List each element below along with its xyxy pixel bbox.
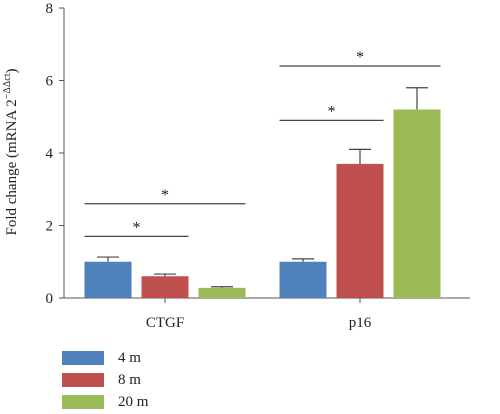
legend-label: 20 m <box>118 393 149 410</box>
y-axis-label: Fold change (mRNA 2−ΔΔct) <box>2 69 20 236</box>
bar <box>336 163 384 298</box>
legend-item: 8 m <box>62 369 148 391</box>
bar <box>141 276 189 298</box>
bars <box>84 87 441 298</box>
axes: 0 2 4 6 8 CTGF p16 <box>46 1 470 331</box>
x-tick-label: p16 <box>349 315 372 331</box>
legend-label: 8 m <box>118 371 141 388</box>
legend-swatch <box>62 373 104 387</box>
y-tick-label: 4 <box>46 146 54 162</box>
legend-swatch <box>62 395 104 409</box>
y-axis-label-close: ) <box>4 69 20 74</box>
significance-brackets: * * * * <box>84 49 441 237</box>
legend-item: 20 m <box>62 391 148 413</box>
bar <box>279 261 327 298</box>
y-tick-label: 8 <box>46 1 54 17</box>
x-tick-label: CTGF <box>146 315 184 331</box>
legend-item: 4 m <box>62 347 148 369</box>
bar <box>393 109 441 298</box>
significance-label: * <box>356 49 364 66</box>
y-tick-label: 6 <box>46 74 54 90</box>
significance-label: * <box>161 187 169 204</box>
y-tick-label: 2 <box>46 219 54 235</box>
legend-swatch <box>62 351 104 365</box>
legend: 4 m 8 m 20 m <box>62 347 148 413</box>
significance-label: * <box>328 103 336 120</box>
significance-label: * <box>133 219 141 236</box>
bar-chart: 0 2 4 6 8 CTGF p16 * * * * Fold change (mRNA 2−ΔΔ… <box>2 1 470 331</box>
y-tick-label: 0 <box>46 291 54 307</box>
legend-label: 4 m <box>118 349 141 366</box>
y-axis-label-exponent: −ΔΔct <box>2 73 13 99</box>
y-axis-label-main: Fold change (mRNA 2 <box>4 99 20 235</box>
bar <box>84 261 132 298</box>
bar <box>198 287 246 298</box>
